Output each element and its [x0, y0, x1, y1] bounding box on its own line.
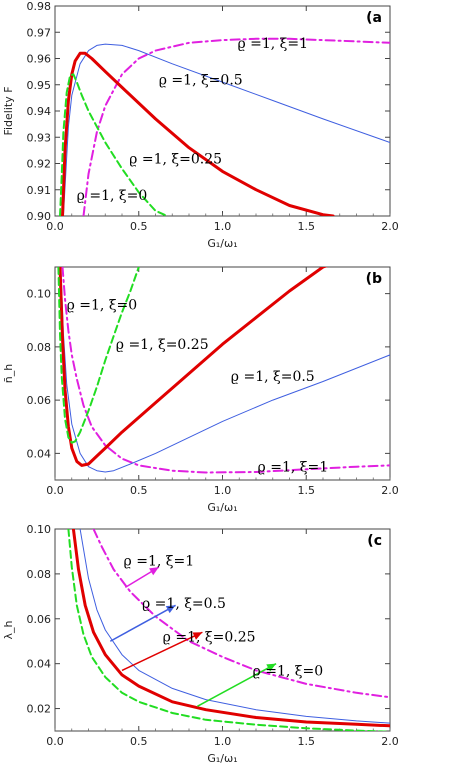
series-line-rho-1-xi-0	[57, 267, 140, 444]
y-tick-label: 0.02	[27, 703, 52, 716]
y-axis-label: λ_h	[2, 620, 15, 639]
x-axis-label: G₁/ω₁	[207, 501, 237, 514]
y-tick-label: 0.08	[27, 341, 52, 354]
y-axis-label: Fidelity F	[2, 86, 15, 135]
series-line-rho-1-xi-0	[59, 73, 169, 216]
series-line-rho-1-xi-0.5	[60, 267, 390, 473]
x-tick-label: 2.0	[381, 484, 399, 497]
panel-label: (b	[366, 271, 382, 287]
y-tick-label: 0.10	[27, 288, 52, 301]
series-line-rho-1-xi-0.25	[58, 267, 328, 467]
y-tick-label: 0.97	[27, 26, 52, 39]
x-axis-label: G₁/ω₁	[207, 237, 237, 250]
panel-label: (a	[366, 10, 382, 26]
series-line-rho-1-xi-0.25	[61, 51, 335, 216]
x-tick-label: 1.0	[214, 735, 232, 748]
panel-3: 0.0 0.5 1.0 1.5 2.0 0.02 0.04 0.06 0.08 0.10 ϱ =1,…	[2, 523, 399, 765]
series-line-rho-1-xi-0.25	[71, 529, 390, 728]
series-group	[67, 529, 390, 731]
curve-annotation: ϱ =1, ξ=0.5	[231, 369, 315, 385]
x-tick-label: 1.5	[298, 220, 316, 233]
series-group	[59, 37, 390, 216]
y-tick-label: 0.06	[27, 613, 52, 626]
series-group	[57, 267, 390, 474]
annotation-arrow-head	[149, 567, 159, 576]
plot-frame	[54, 5, 391, 217]
x-tick-label: 0.0	[46, 735, 64, 748]
curve-annotation: ϱ =1, ξ=0.25	[129, 151, 222, 167]
series-line-rho-1-xi-0.5	[79, 529, 390, 724]
annotation-arrow-line	[109, 604, 176, 642]
curve-annotation: ϱ =1, ξ=0	[77, 188, 148, 204]
curve-annotation: ϱ =1, ξ=0.5	[142, 596, 226, 612]
y-tick-label: 0.06	[27, 394, 52, 407]
series-line-rho-1-xi-1	[92, 529, 390, 699]
curve-annotation: ϱ =1, ξ=0	[67, 297, 138, 313]
series-line-rho-1-xi-0.5	[62, 43, 390, 216]
y-tick-label: 0.94	[27, 105, 52, 118]
annotation-arrow-head	[266, 663, 277, 672]
y-tick-label: 0.96	[27, 53, 52, 66]
x-tick-label: 2.0	[381, 735, 399, 748]
y-tick-label: 0.04	[27, 658, 52, 671]
curve-annotation: ϱ =1, ξ=1	[237, 36, 308, 52]
y-axis-label: n̄_h	[2, 364, 15, 383]
curve-annotation: ϱ =1, ξ=1	[258, 460, 329, 476]
y-tick-label: 0.93	[27, 131, 52, 144]
y-tick-label: 0.92	[27, 158, 52, 171]
y-tick-label: 0.95	[27, 79, 52, 92]
curve-annotation: ϱ =1, ξ=0.25	[163, 630, 256, 646]
y-tick-label: 0.90	[27, 210, 52, 223]
x-axis-label: G₁/ω₁	[207, 752, 237, 765]
x-tick-label: 0.0	[46, 220, 64, 233]
x-tick-label: 0.5	[130, 484, 148, 497]
curve-annotation: ϱ =1, ξ=1	[124, 553, 195, 569]
y-tick-label: 0.98	[27, 0, 52, 13]
x-tick-label: 1.5	[298, 735, 316, 748]
annotation-arrow-head	[192, 632, 203, 640]
curve-annotation: ϱ =1, ξ=0.5	[159, 73, 243, 89]
y-tick-label: 0.08	[27, 568, 52, 581]
curve-annotation: ϱ =1, ξ=0	[253, 663, 324, 679]
panel-1: 0.0 0.5 1.0 1.5 2.0 0.90 0.91 0.92 0.93 0.94 0.95 0…	[2, 0, 399, 250]
y-tick-label: 0.04	[27, 447, 52, 460]
series-line-rho-1-xi-0	[67, 529, 390, 731]
annotation-arrow-line	[121, 631, 203, 672]
x-tick-label: 1.5	[298, 484, 316, 497]
x-tick-label: 0.5	[130, 735, 148, 748]
annotation-arrow-line	[197, 663, 277, 707]
panel-2: 0.0 0.5 1.0 1.5 2.0 0.04 0.06 0.08 0.10 ϱ =1, ξ=0…	[2, 266, 399, 514]
x-tick-label: 2.0	[381, 220, 399, 233]
x-tick-label: 1.0	[214, 220, 232, 233]
x-tick-label: 0.5	[130, 220, 148, 233]
panel-label: (c	[367, 533, 382, 549]
series-line-rho-1-xi-1	[61, 267, 390, 474]
curve-annotation: ϱ =1, ξ=0.25	[116, 337, 209, 353]
x-tick-label: 1.0	[214, 484, 232, 497]
y-tick-label: 0.10	[27, 523, 52, 536]
y-tick-label: 0.91	[27, 184, 52, 197]
x-tick-label: 0.0	[46, 484, 64, 497]
annotation-arrow-head	[165, 605, 176, 614]
